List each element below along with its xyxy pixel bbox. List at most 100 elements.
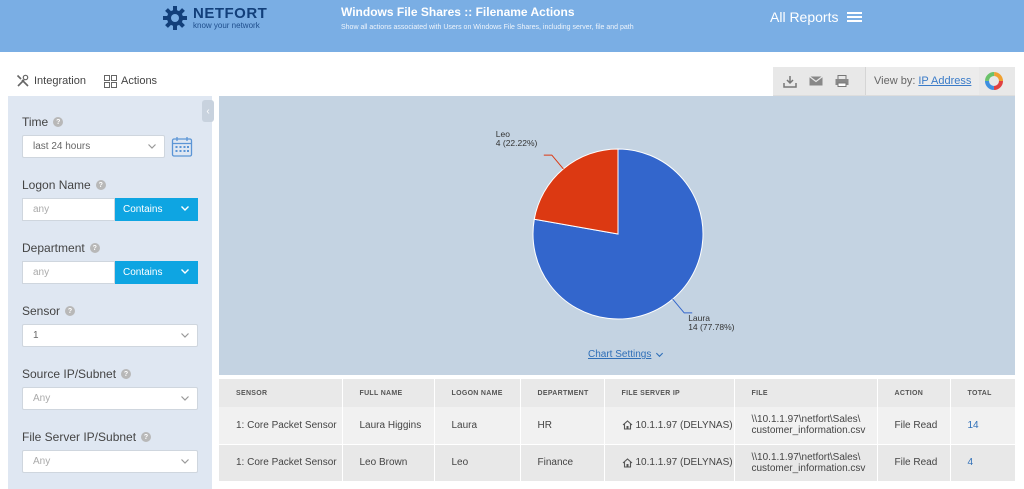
collapse-sidebar-button[interactable]: ‹ <box>202 100 214 122</box>
cell-department: Finance <box>520 444 605 482</box>
cell-full-name: Leo Brown <box>342 444 435 482</box>
page-subtitle: Show all actions associated with Users o… <box>341 24 634 31</box>
donut-chart-icon[interactable] <box>984 71 1004 91</box>
help-icon[interactable]: ? <box>95 180 106 190</box>
cell-logon-name: Leo <box>434 444 521 482</box>
cell-logon-name: Laura <box>434 407 521 445</box>
view-by-link[interactable]: IP Address <box>918 75 972 87</box>
pie-label-value-laura: 14 (77.78%) <box>688 322 734 332</box>
gear-logo-icon <box>163 6 187 30</box>
logon-match-value: Contains <box>123 204 163 215</box>
file-server-ip-value: 10.1.1.97 (DELYNAS) <box>635 457 733 468</box>
source-ip-select[interactable]: Any <box>22 387 198 410</box>
department-match-value: Contains <box>123 267 163 278</box>
table-row: 1: Core Packet Sensor Laura Higgins Laur… <box>219 407 1016 445</box>
filter-file-server-text: File Server IP/Subnet <box>22 430 137 444</box>
chart-panel: Laura 14 (77.78%) Leo 4 (22.22%) <box>219 96 1015 375</box>
cell-file-server-ip: 10.1.1.97 (DELYNAS) <box>604 444 735 482</box>
file-server-ip-select-value: Any <box>33 456 51 467</box>
view-by-label: View by: <box>874 75 916 87</box>
grid-icon <box>103 74 117 88</box>
file-path: \\10.1.1.97\netfort\Sales\ <box>751 451 861 463</box>
source-ip-select-value: Any <box>33 393 51 404</box>
filter-time-label: Time ? <box>22 115 64 129</box>
chevron-down-icon <box>181 206 189 211</box>
column-header-sensor[interactable]: SENSOR <box>219 379 343 407</box>
filter-source-ip-label: Source IP/Subnet ? <box>22 367 132 381</box>
column-header-action[interactable]: ACTION <box>877 379 951 407</box>
chevron-down-icon <box>181 269 189 274</box>
file-path: \\10.1.1.97\netfort\Sales\ <box>751 414 861 426</box>
print-icon[interactable] <box>835 75 849 87</box>
app-header: NETFORT know your network Windows File S… <box>0 0 1024 52</box>
filter-sensor-text: Sensor <box>22 304 61 318</box>
department-match-select[interactable]: Contains <box>115 261 198 284</box>
logon-name-match-select[interactable]: Contains <box>115 198 198 221</box>
all-reports-label: All Reports <box>770 9 839 25</box>
column-header-file[interactable]: FILE <box>734 379 878 407</box>
filter-department-text: Department <box>22 241 85 255</box>
cell-action: File Read <box>877 407 951 445</box>
filter-file-server-label: File Server IP/Subnet ? <box>22 430 152 444</box>
netfort-logo[interactable]: NETFORT know your network <box>162 4 267 32</box>
pie-slice-leo[interactable] <box>533 148 619 235</box>
calendar-icon[interactable] <box>171 136 193 158</box>
results-table: SENSOR FULL NAME LOGON NAME DEPARTMENT F… <box>219 379 1016 482</box>
file-name: customer_information.csv <box>751 425 866 437</box>
page-title: Windows File Shares :: Filename Actions <box>341 5 575 19</box>
column-header-file-server-ip[interactable]: FILE SERVER IP <box>604 379 735 407</box>
column-header-logon-name[interactable]: LOGON NAME <box>434 379 521 407</box>
pie-label-value-leo: 4 (22.22%) <box>496 138 538 148</box>
sensor-select[interactable]: 1 <box>22 324 198 347</box>
department-input[interactable]: any <box>22 261 115 284</box>
view-by: View by: IP Address <box>865 67 980 95</box>
nav-integration[interactable]: Integration <box>16 74 86 88</box>
pie-leader-line-leo <box>543 154 564 170</box>
pie-leader-line-laura <box>672 298 693 314</box>
help-icon[interactable]: ? <box>53 117 64 127</box>
nav-actions[interactable]: Actions <box>103 74 158 88</box>
nav-actions-label: Actions <box>120 75 158 87</box>
help-icon[interactable]: ? <box>89 243 100 253</box>
time-select-value: last 24 hours <box>33 141 91 152</box>
home-icon <box>622 420 632 430</box>
help-icon[interactable]: ? <box>121 369 132 379</box>
file-server-ip-value: 10.1.1.97 (DELYNAS) <box>635 419 733 431</box>
download-icon[interactable] <box>783 75 797 88</box>
chevron-down-icon <box>656 352 664 358</box>
top-nav: Integration Actions <box>16 74 175 88</box>
filter-logon-text: Logon Name <box>22 178 91 192</box>
chevron-down-icon <box>181 459 189 464</box>
pie-label-name-leo: Leo <box>496 129 510 139</box>
chevron-down-icon <box>181 333 189 338</box>
nav-integration-label: Integration <box>34 75 86 87</box>
file-name: customer_information.csv <box>751 462 866 474</box>
cell-sensor: 1: Core Packet Sensor <box>219 444 343 482</box>
file-server-ip-select[interactable]: Any <box>22 450 198 473</box>
pie-label-name-laura: Laura <box>688 313 710 323</box>
column-header-total[interactable]: TOTAL <box>950 379 1016 407</box>
tools-icon <box>16 74 29 87</box>
filter-sidebar <box>8 96 212 489</box>
time-select[interactable]: last 24 hours <box>22 135 165 158</box>
filter-source-ip-text: Source IP/Subnet <box>22 367 117 381</box>
hamburger-menu-icon[interactable] <box>847 10 863 24</box>
help-icon[interactable]: ? <box>141 432 152 442</box>
cell-sensor: 1: Core Packet Sensor <box>219 407 343 445</box>
cell-total-link[interactable]: 4 <box>950 444 1016 482</box>
cell-total-link[interactable]: 14 <box>950 407 1016 445</box>
home-icon <box>622 457 632 468</box>
pie-slice-laura[interactable] <box>532 148 704 320</box>
column-header-full-name[interactable]: FULL NAME <box>342 379 435 407</box>
logon-name-input[interactable]: any <box>22 198 115 221</box>
chart-settings-link[interactable]: Chart Settings <box>588 349 664 360</box>
all-reports-menu[interactable]: All Reports <box>770 9 863 25</box>
help-icon[interactable]: ? <box>65 306 76 316</box>
table-row: 1: Core Packet Sensor Leo Brown Leo Fina… <box>219 444 1016 482</box>
email-icon[interactable] <box>809 76 823 86</box>
chevron-down-icon <box>181 396 189 401</box>
cell-file: \\10.1.1.97\netfort\Sales\ customer_info… <box>734 407 878 445</box>
filter-sensor-label: Sensor ? <box>22 304 76 318</box>
column-header-department[interactable]: DEPARTMENT <box>520 379 605 407</box>
